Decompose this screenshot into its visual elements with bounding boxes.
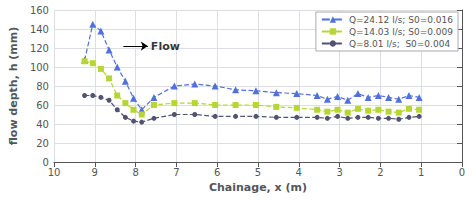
svg-text:140: 140: [30, 24, 49, 35]
svg-text:5: 5: [255, 167, 261, 178]
svg-text:0: 0: [42, 156, 49, 168]
svg-text:80: 80: [36, 81, 49, 92]
svg-text:40: 40: [36, 119, 49, 130]
svg-text:120: 120: [30, 43, 49, 54]
svg-text:9: 9: [92, 167, 98, 178]
svg-text:Flow: Flow: [151, 40, 180, 53]
svg-text:2: 2: [377, 167, 383, 178]
svg-text:0: 0: [459, 167, 465, 178]
svg-text:4: 4: [296, 167, 302, 178]
svg-text:Chainage, x (m): Chainage, x (m): [209, 181, 307, 194]
svg-text:10: 10: [48, 167, 61, 178]
svg-text:flow depth, h (mm): flow depth, h (mm): [7, 27, 20, 146]
svg-text:Q=14.03 l/s; S0=0.009: Q=14.03 l/s; S0=0.009: [349, 27, 453, 37]
svg-text:100: 100: [30, 62, 49, 73]
svg-text:Q=8.01 l/s; S0=0.004: Q=8.01 l/s; S0=0.004: [349, 39, 451, 49]
svg-text:6: 6: [214, 167, 220, 178]
svg-text:160: 160: [30, 5, 49, 16]
svg-text:20: 20: [36, 138, 49, 149]
svg-text:3: 3: [336, 167, 342, 178]
svg-text:Q=24.12 l/s; S0=0.016: Q=24.12 l/s; S0=0.016: [349, 15, 453, 25]
svg-text:8: 8: [132, 167, 138, 178]
svg-text:7: 7: [173, 167, 179, 178]
svg-text:1: 1: [418, 167, 424, 178]
svg-text:60: 60: [36, 100, 49, 111]
